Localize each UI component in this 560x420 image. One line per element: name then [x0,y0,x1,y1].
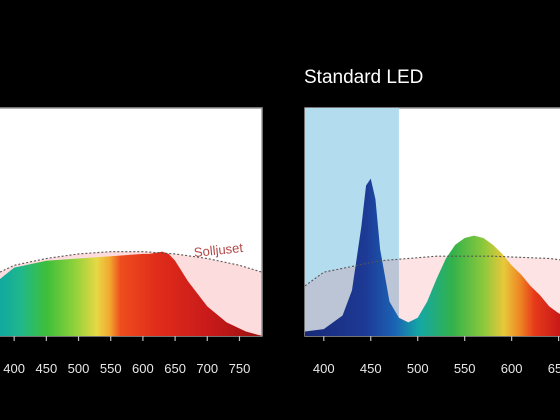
x-tick-label: 750 [229,361,251,376]
chart-panel-right: Standard LED 400 450 500 550 600 650 [304,67,560,376]
series-label-solljuset: Solljuset [193,240,244,260]
x-tick-label: 600 [501,361,523,376]
x-tick-label: 450 [360,361,382,376]
x-tick-label: 650 [164,361,186,376]
x-tick-label: 400 [3,361,25,376]
chart-panel-left: Solljuset 400 450 500 550 600 650 700 750 [0,107,263,376]
x-tick-label: 550 [454,361,476,376]
x-tick-label: 500 [407,361,429,376]
sunlight-reference-line [0,251,262,273]
x-tick-label: 500 [68,361,90,376]
led-spectrum-fill [305,178,560,336]
x-tick-label: 650 [548,361,560,376]
chart-title-right: Standard LED [304,67,423,88]
x-tick-label: 700 [196,361,218,376]
x-tick-label: 550 [100,361,122,376]
reference-line-right [305,255,560,287]
spectrum-fill-left [0,251,262,336]
x-tick-label: 600 [132,361,154,376]
x-tick-label: 450 [35,361,57,376]
x-tick-label: 400 [313,361,335,376]
